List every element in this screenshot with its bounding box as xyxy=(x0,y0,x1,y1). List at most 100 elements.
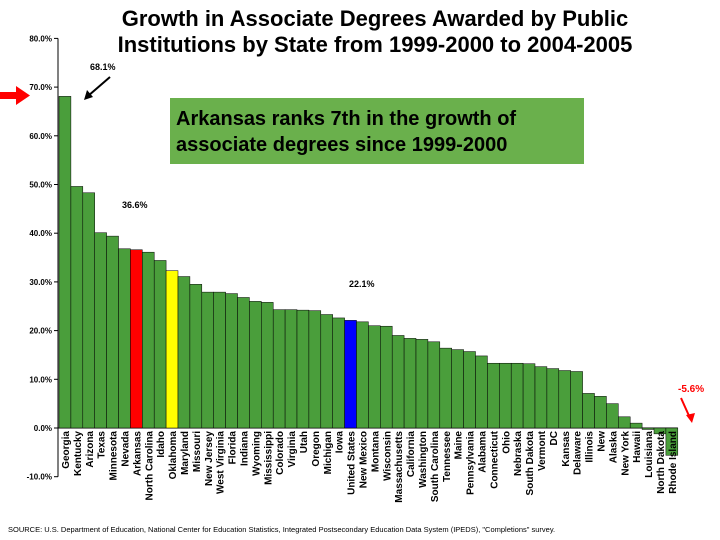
category-label: Maryland xyxy=(180,431,191,475)
bar-illinois xyxy=(582,393,595,429)
rhode-island-pointer-arrowhead xyxy=(686,413,695,423)
bar-wisconsin xyxy=(380,325,393,429)
ranking-callout: Arkansas ranks 7th in the growth of asso… xyxy=(170,98,584,164)
bar-colorado xyxy=(272,309,286,429)
category-label: New xyxy=(596,431,607,452)
bar-louisiana xyxy=(641,427,655,430)
category-label: Delaware xyxy=(573,431,584,475)
category-label: Oklahoma xyxy=(168,431,179,480)
bar-south-carolina xyxy=(427,341,441,429)
red-arrow-shaft xyxy=(0,92,18,99)
bar-virginia xyxy=(284,309,298,429)
category-label: Tennessee xyxy=(442,431,453,482)
category-label: Alabama xyxy=(477,431,488,473)
bar-wyoming xyxy=(249,301,262,429)
bar-oregon xyxy=(308,310,322,429)
category-label: Arkansas xyxy=(132,431,143,476)
y-tick-label: 0.0% xyxy=(34,424,52,433)
category-label: United States xyxy=(347,431,358,495)
category-label: Missouri xyxy=(192,431,203,472)
category-label: Idaho xyxy=(156,431,167,458)
bar-delaware xyxy=(570,371,583,429)
callout-line2: associate degrees since 1999-2000 xyxy=(176,134,508,156)
chart-annotations: 68.1% 36.6% 22.1% -5.6% xyxy=(0,62,704,423)
category-label: Kansas xyxy=(561,431,572,467)
category-label: Colorado xyxy=(275,431,286,475)
bar-west-virginia xyxy=(213,291,226,429)
chart-title-line2: Institutions by State from 1999-2000 to … xyxy=(117,32,633,57)
bar-massachusetts xyxy=(391,335,405,429)
georgia-pointer-arrow xyxy=(87,76,111,97)
y-tick-label: 70.0% xyxy=(29,83,52,92)
bar-utah xyxy=(296,309,310,429)
bar-nebraska xyxy=(510,362,524,429)
bar-mississippi xyxy=(261,302,274,429)
y-tick-label: -10.0% xyxy=(27,473,52,482)
category-label: Massachusetts xyxy=(394,431,405,503)
category-label: Nevada xyxy=(120,431,131,467)
category-label: South Carolina xyxy=(430,431,441,503)
bar-arkansas xyxy=(130,249,143,429)
bar-missouri xyxy=(189,284,203,429)
category-label: Wyoming xyxy=(251,431,262,476)
bar-connecticut xyxy=(487,362,500,429)
category-label: Florida xyxy=(228,431,239,465)
annotation-united-states: 22.1% xyxy=(349,279,375,289)
chart-bars xyxy=(58,96,679,456)
category-label: Washington xyxy=(418,431,429,488)
y-tick-label: 50.0% xyxy=(29,181,52,190)
bar-dc xyxy=(546,368,560,429)
category-label: North Carolina xyxy=(144,431,155,501)
category-label: Hawaii xyxy=(632,431,643,463)
bar-alaska xyxy=(606,403,619,429)
annotation-georgia: 68.1% xyxy=(90,62,116,72)
category-label: Illinois xyxy=(585,431,596,463)
category-label: California xyxy=(406,431,417,478)
category-label: Vermont xyxy=(537,430,548,471)
category-label: Maine xyxy=(454,431,465,460)
category-label: New Mexico xyxy=(358,431,369,488)
category-label: Alaska xyxy=(608,431,619,464)
bar-washington xyxy=(415,339,429,429)
bar-south-dakota xyxy=(522,363,536,429)
category-label: DC xyxy=(549,431,560,445)
bar-kansas xyxy=(558,370,571,429)
category-label: Arizona xyxy=(85,431,96,468)
category-label: Michigan xyxy=(323,431,334,474)
bar-montana xyxy=(368,325,381,429)
bar-oklahoma xyxy=(165,270,179,429)
bar-united-states xyxy=(344,320,357,429)
bar-florida xyxy=(225,293,238,429)
y-tick-label: 80.0% xyxy=(29,34,52,43)
bar-idaho xyxy=(153,260,167,429)
bar-tennessee xyxy=(439,347,452,429)
georgia-pointer-arrowhead xyxy=(84,90,93,100)
category-label: Nebraska xyxy=(513,431,524,476)
y-tick-label: 10.0% xyxy=(29,375,52,384)
y-tick-label: 60.0% xyxy=(29,132,52,141)
category-label: Pennsylvania xyxy=(466,431,477,495)
bar-rhode-island xyxy=(665,427,679,456)
callout-line1: Arkansas ranks 7th in the growth of xyxy=(176,108,517,130)
annotation-rhode-island: -5.6% xyxy=(678,384,704,395)
category-label: West Virginia xyxy=(216,431,227,494)
category-label: Minnesota xyxy=(109,431,120,481)
category-label: Oregon xyxy=(311,431,322,467)
category-label: Georgia xyxy=(61,431,72,469)
bar-maine xyxy=(451,349,464,429)
category-label: Rhode Island xyxy=(668,431,679,494)
bar-iowa xyxy=(332,317,345,429)
chart-category-labels: Georgia Kentucky Arizona Texas Minnesota Neva… xyxy=(61,430,679,502)
bar-nevada xyxy=(118,248,131,429)
bar-new-jersey xyxy=(201,291,214,429)
category-label: South Dakota xyxy=(525,431,536,496)
category-label: Indiana xyxy=(239,431,250,466)
bar-vermont xyxy=(534,366,548,429)
category-label: Wisconsin xyxy=(382,431,393,481)
bar-pennsylvania xyxy=(463,351,476,429)
bar-new xyxy=(594,396,607,429)
bar-california xyxy=(403,338,417,429)
bar-indiana xyxy=(237,297,250,429)
bar-maryland xyxy=(177,276,191,429)
